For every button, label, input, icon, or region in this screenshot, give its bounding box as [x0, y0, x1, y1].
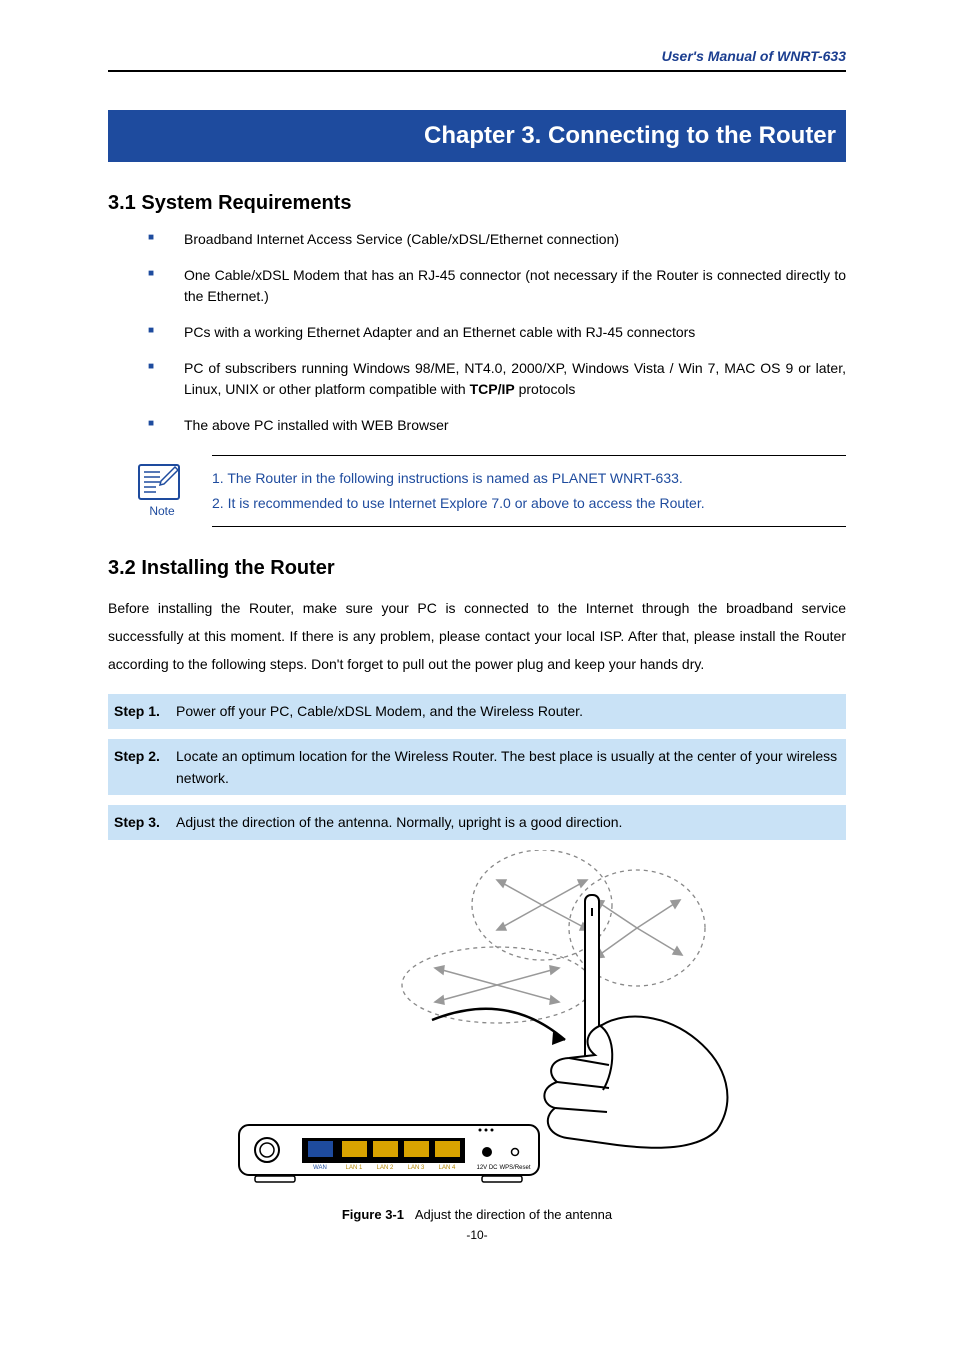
port-label-wan: WAN	[313, 1165, 327, 1171]
port-label-lan1: LAN 1	[346, 1165, 363, 1171]
figure-title: Adjust the direction of the antenna	[415, 1207, 612, 1222]
note-line: 2. It is recommended to use Internet Exp…	[212, 491, 846, 516]
step-1: Step 1. Power off your PC, Cable/xDSL Mo…	[108, 694, 846, 728]
port-label-wps: WPS/Reset	[499, 1165, 530, 1171]
antenna-diagram: WAN LAN 1 LAN 2 LAN 3 LAN 4 12V DC WPS/R…	[197, 850, 757, 1190]
step-label: Step 1.	[114, 700, 176, 722]
step-label: Step 3.	[114, 811, 176, 833]
page-header: User's Manual of WNRT-633	[108, 48, 846, 72]
step-2: Step 2. Locate an optimum location for t…	[108, 739, 846, 796]
note-label: Note	[138, 504, 186, 518]
note-block: Note 1. The Router in the following inst…	[138, 455, 846, 527]
note-icon: Note	[138, 464, 186, 518]
note-text: 1. The Router in the following instructi…	[212, 455, 846, 527]
step-text: Locate an optimum location for the Wirel…	[176, 745, 840, 790]
note-line: 1. The Router in the following instructi…	[212, 466, 846, 491]
step-label: Step 2.	[114, 745, 176, 790]
list-item: The above PC installed with WEB Browser	[148, 415, 846, 437]
list-item: PCs with a working Ethernet Adapter and …	[148, 322, 846, 344]
port-label-lan2: LAN 2	[377, 1165, 394, 1171]
figure-3-1: WAN LAN 1 LAN 2 LAN 3 LAN 4 12V DC WPS/R…	[108, 850, 846, 1222]
port-label-lan4: LAN 4	[439, 1165, 456, 1171]
step-3: Step 3. Adjust the direction of the ante…	[108, 805, 846, 839]
list-item: One Cable/xDSL Modem that has an RJ-45 c…	[148, 265, 846, 308]
list-item: Broadband Internet Access Service (Cable…	[148, 229, 846, 251]
step-text: Power off your PC, Cable/xDSL Modem, and…	[176, 700, 840, 722]
port-label-dc: 12V DC	[476, 1165, 498, 1171]
figure-caption: Figure 3-1 Adjust the direction of the a…	[108, 1207, 846, 1222]
step-text: Adjust the direction of the antenna. Nor…	[176, 811, 840, 833]
page-number: -10-	[108, 1228, 846, 1242]
section-3-2-heading: 3.2 Installing the Router	[108, 557, 846, 580]
document-page: User's Manual of WNRT-633 Chapter 3. Con…	[0, 0, 954, 1262]
port-label-lan3: LAN 3	[408, 1165, 425, 1171]
section-3-1-heading: 3.1 System Requirements	[108, 192, 846, 215]
list-item: PC of subscribers running Windows 98/ME,…	[148, 358, 846, 401]
section-3-2-intro: Before installing the Router, make sure …	[108, 594, 846, 678]
system-requirements-list: Broadband Internet Access Service (Cable…	[108, 229, 846, 437]
figure-number: Figure 3-1	[342, 1207, 404, 1222]
chapter-title-banner: Chapter 3. Connecting to the Router	[108, 110, 846, 162]
